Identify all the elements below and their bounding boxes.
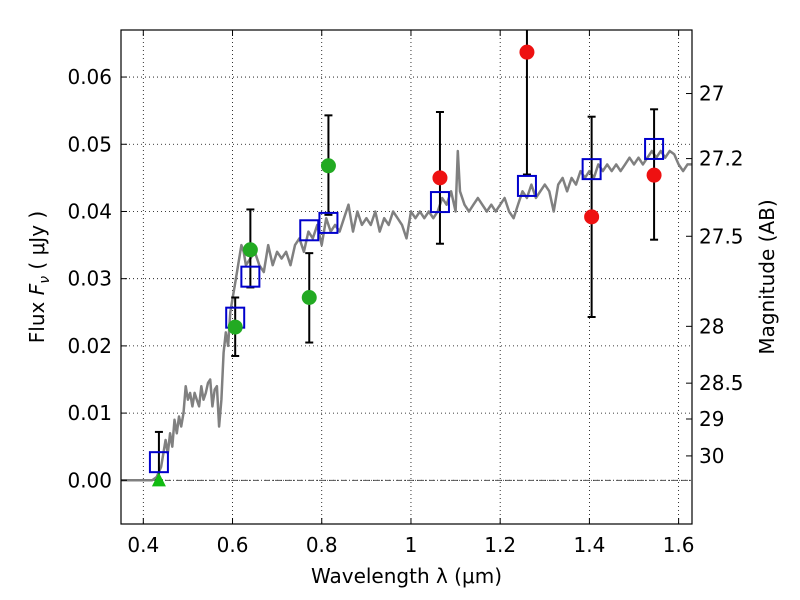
circle-marker	[519, 44, 535, 60]
x-axis-title: Wavelength λ (μm)	[311, 564, 502, 588]
y-tick-label: 0.04	[67, 199, 112, 223]
data-markers	[148, 44, 665, 487]
mag-tick-label: 28	[699, 314, 724, 338]
x-tick-label: 1	[405, 533, 418, 557]
circle-marker	[584, 209, 600, 225]
mag-tick-label: 27.5	[699, 224, 744, 248]
square-marker	[318, 211, 339, 234]
circle-marker	[320, 158, 336, 174]
y-tick-label: 0.06	[67, 65, 112, 89]
square-marker	[644, 137, 665, 160]
x-tick-label: 0.4	[127, 533, 159, 557]
square-marker	[581, 158, 602, 181]
y2-axis-title: Magnitude (AB)	[755, 199, 779, 354]
x-tick-label: 1.6	[663, 533, 695, 557]
circle-marker	[432, 170, 448, 186]
circle-marker	[646, 167, 662, 183]
y-tick-label: 0.00	[67, 468, 112, 492]
y-tick-label: 0.01	[67, 401, 112, 425]
circle-marker	[242, 242, 258, 258]
plot-frame	[120, 29, 693, 525]
x-tick-label: 0.6	[217, 533, 249, 557]
ticks: 0.4 0.6 0.8 1 1.2 1.4 1.6 0.00 0.01 0.02 0.03 0.04 0…	[67, 30, 744, 557]
x-tick-label: 1.2	[484, 533, 516, 557]
x-tick-label: 1.4	[573, 533, 605, 557]
y-tick-label: 0.05	[67, 132, 112, 156]
mag-tick-label: 29	[699, 407, 724, 431]
circle-marker	[227, 319, 243, 335]
square-marker	[240, 265, 261, 288]
mag-tick-label: 30	[699, 444, 724, 468]
model-spectrum	[121, 149, 692, 482]
mag-tick-label: 27.2	[699, 147, 744, 171]
y-tick-label: 0.02	[67, 334, 112, 358]
square-marker	[516, 174, 537, 197]
x-tick-label: 0.8	[306, 533, 338, 557]
circle-marker	[301, 289, 317, 305]
spectrum-line	[121, 149, 692, 482]
y-tick-label: 0.03	[67, 267, 112, 291]
mag-tick-label: 28.5	[699, 371, 744, 395]
plot-area	[121, 30, 692, 524]
triangle-marker	[151, 472, 166, 487]
y-axis-title: Flux Fν ( μJy )	[25, 211, 53, 343]
square-marker	[429, 191, 450, 214]
square-marker	[299, 219, 320, 242]
mag-tick-label: 27	[699, 82, 724, 106]
square-marker	[148, 451, 169, 474]
